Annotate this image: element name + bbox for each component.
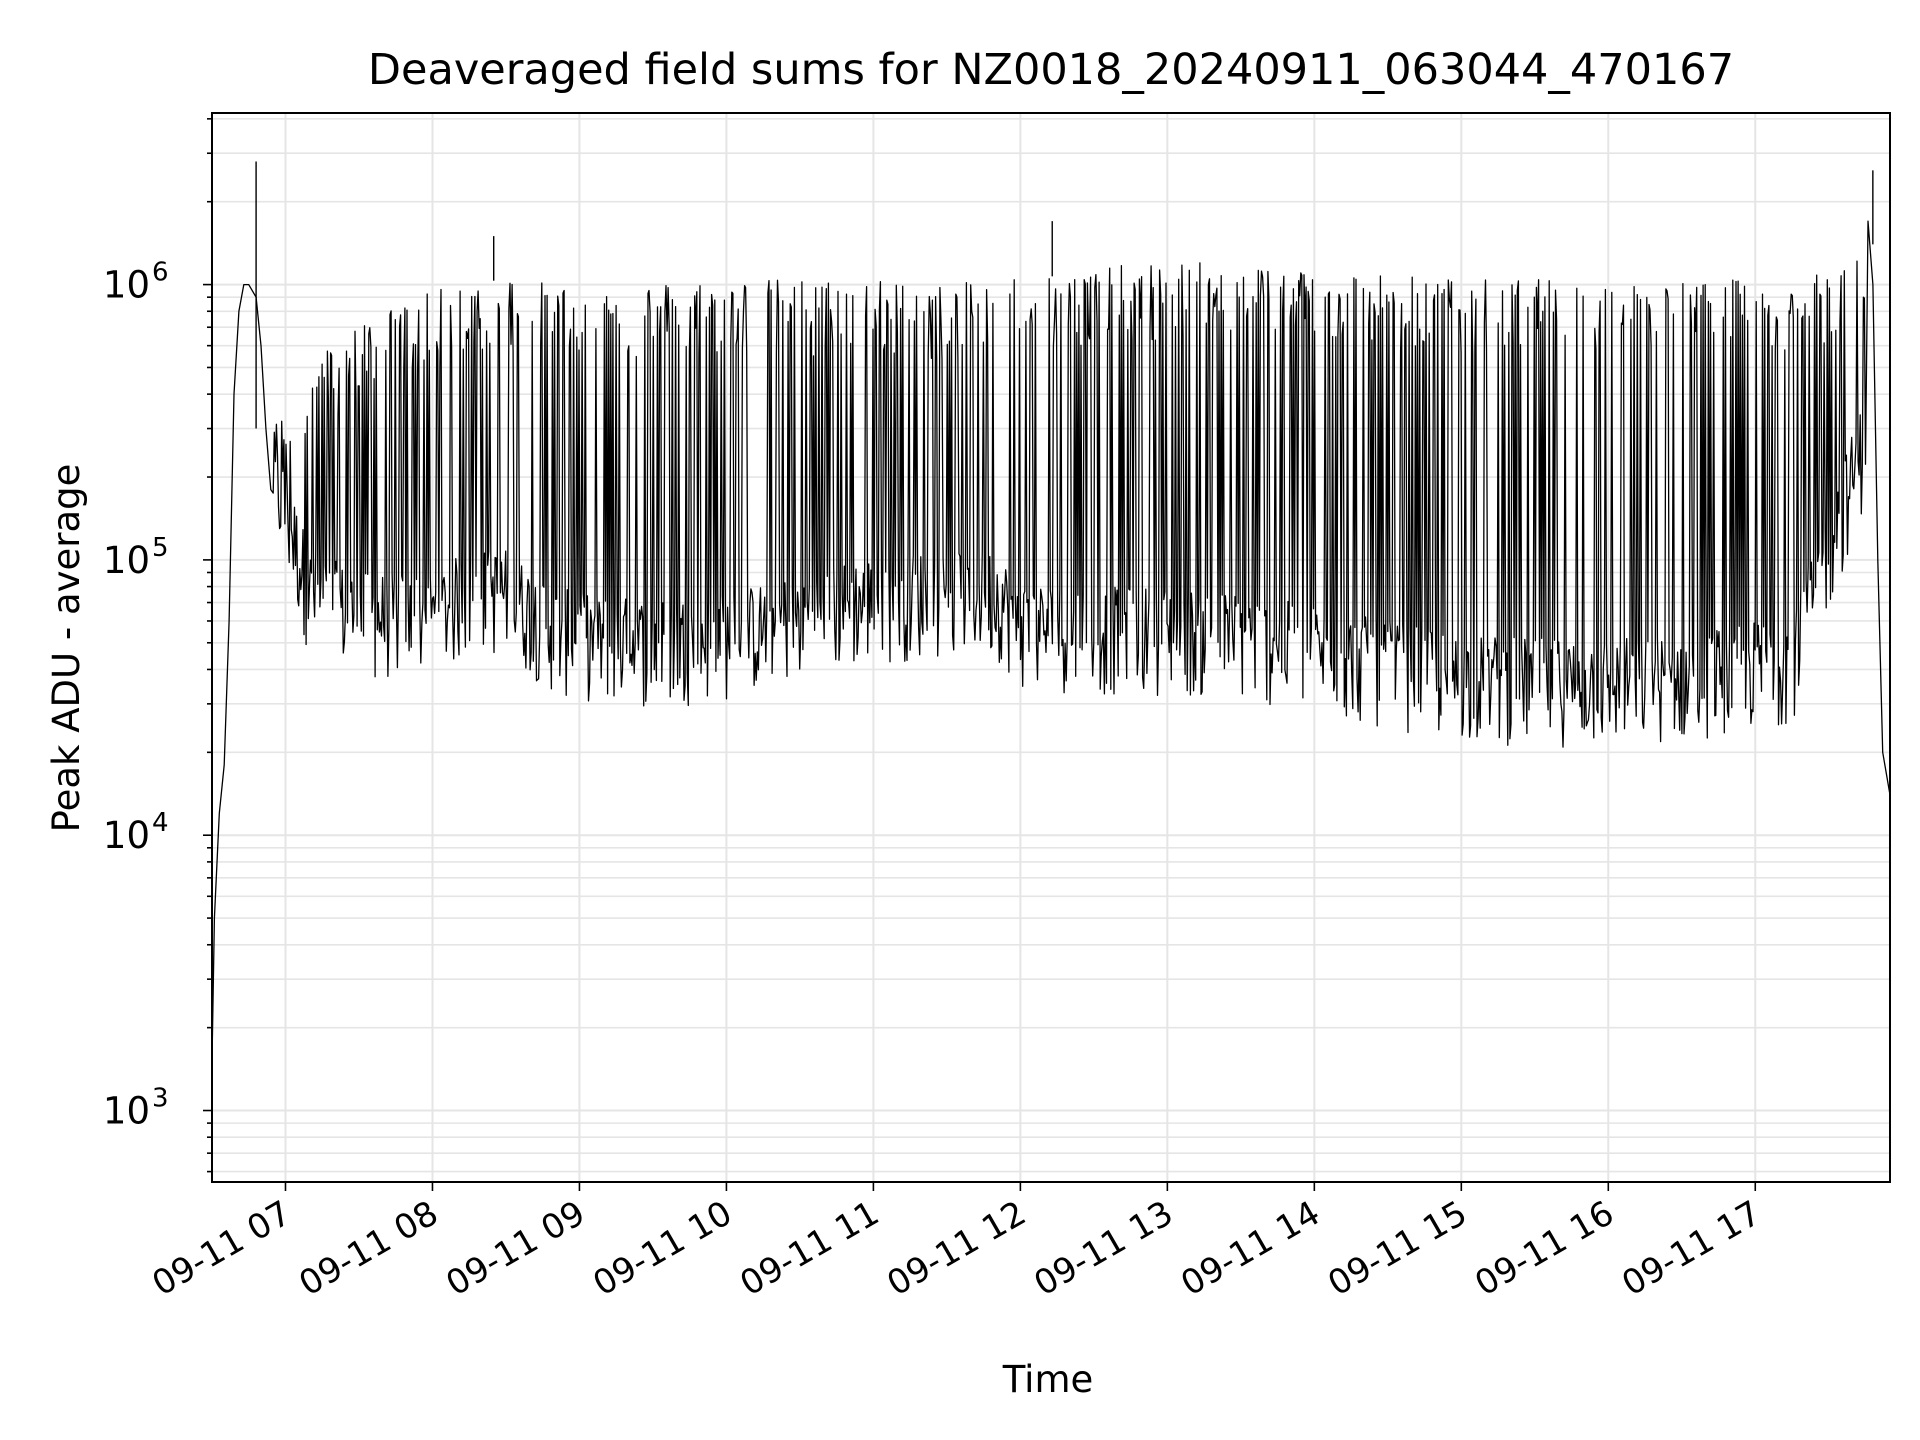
y-axis-label: Peak ADU - average <box>45 464 88 833</box>
y-tick-label: 10 <box>103 1090 150 1133</box>
x-axis-label: Time <box>1002 1358 1094 1401</box>
y-tick-label-exponent: 3 <box>152 1084 169 1114</box>
y-tick-label-exponent: 6 <box>152 258 169 288</box>
y-tick-label-exponent: 5 <box>152 533 169 563</box>
data-layer <box>211 161 1891 1063</box>
y-tick-label: 10 <box>103 264 150 307</box>
data-series-line <box>211 220 1891 1063</box>
y-tick-label: 10 <box>103 814 150 857</box>
plot-frame <box>211 112 1891 1183</box>
chart-title: Deaveraged field sums for NZ0018_2024091… <box>368 45 1734 95</box>
y-tick-label-exponent: 4 <box>152 808 169 838</box>
y-tick-label: 10 <box>103 539 150 582</box>
